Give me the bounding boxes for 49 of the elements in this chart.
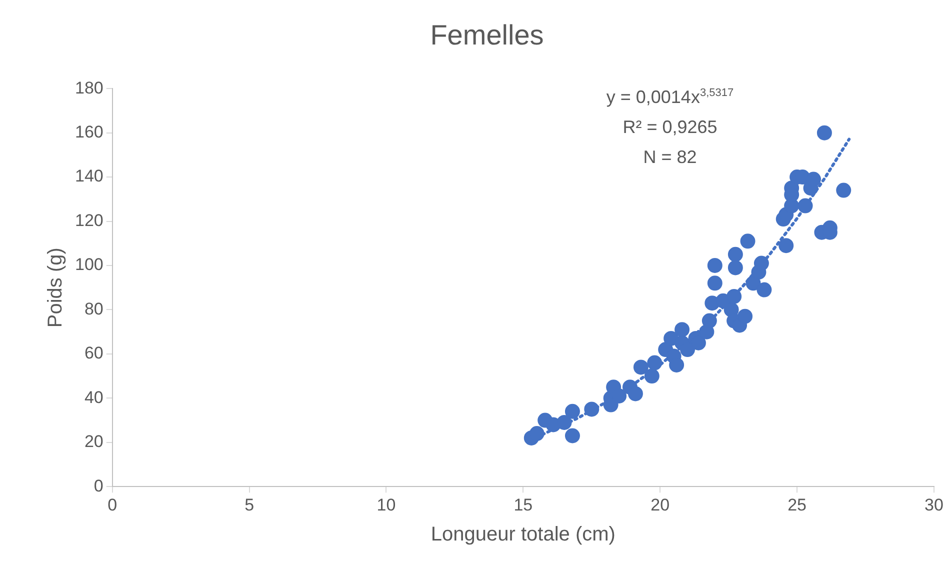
x-tick-label: 20 [650, 495, 670, 514]
x-tick-label: 15 [514, 495, 533, 514]
y-tick-label: 140 [74, 166, 104, 186]
point [584, 402, 600, 417]
annotation: N = 82 [642, 146, 698, 169]
point [707, 276, 722, 291]
point [707, 258, 722, 273]
x-tick-label: 0 [108, 495, 118, 514]
point [728, 246, 743, 262]
point [816, 125, 832, 140]
y-tick-label: 120 [74, 210, 104, 230]
annotation: y = 0,0014x$^{3,5317}$ [605, 86, 735, 109]
y-tick-label: 100 [74, 255, 104, 274]
y-tick-label: 160 [74, 122, 104, 142]
point [669, 357, 684, 372]
annotation: R² = 0,9265 [622, 116, 718, 139]
point [728, 260, 743, 276]
x-tick-label: 25 [788, 495, 807, 514]
x-axis-title: Longueur totale (cm) [430, 524, 616, 546]
chart-title: Femelles [430, 20, 544, 51]
point [754, 256, 769, 271]
point [644, 368, 660, 384]
point [836, 182, 852, 198]
y-axis-title: Poids (g) [44, 248, 67, 328]
y-tick-label: 60 [84, 344, 104, 363]
point [628, 386, 643, 402]
point [529, 426, 544, 442]
x-tick-label: 10 [376, 495, 396, 514]
point [674, 322, 690, 338]
point [556, 414, 572, 430]
y-tick-label: 20 [84, 432, 104, 452]
point [738, 308, 753, 324]
point [778, 238, 794, 254]
point [680, 342, 696, 358]
point [633, 360, 648, 375]
y-tick-label: 80 [84, 299, 104, 318]
x-tick-label: 30 [924, 495, 944, 514]
point [702, 313, 717, 328]
point [564, 404, 580, 419]
point [756, 282, 772, 298]
point [647, 355, 662, 370]
point [798, 198, 813, 214]
x-tick-label: 5 [244, 495, 254, 514]
y-tick-label: 40 [84, 388, 104, 407]
point [564, 428, 580, 444]
point [740, 234, 756, 249]
y-tick-label: 180 [74, 78, 104, 98]
point [726, 288, 742, 304]
y-tick-label: 0 [94, 476, 104, 496]
